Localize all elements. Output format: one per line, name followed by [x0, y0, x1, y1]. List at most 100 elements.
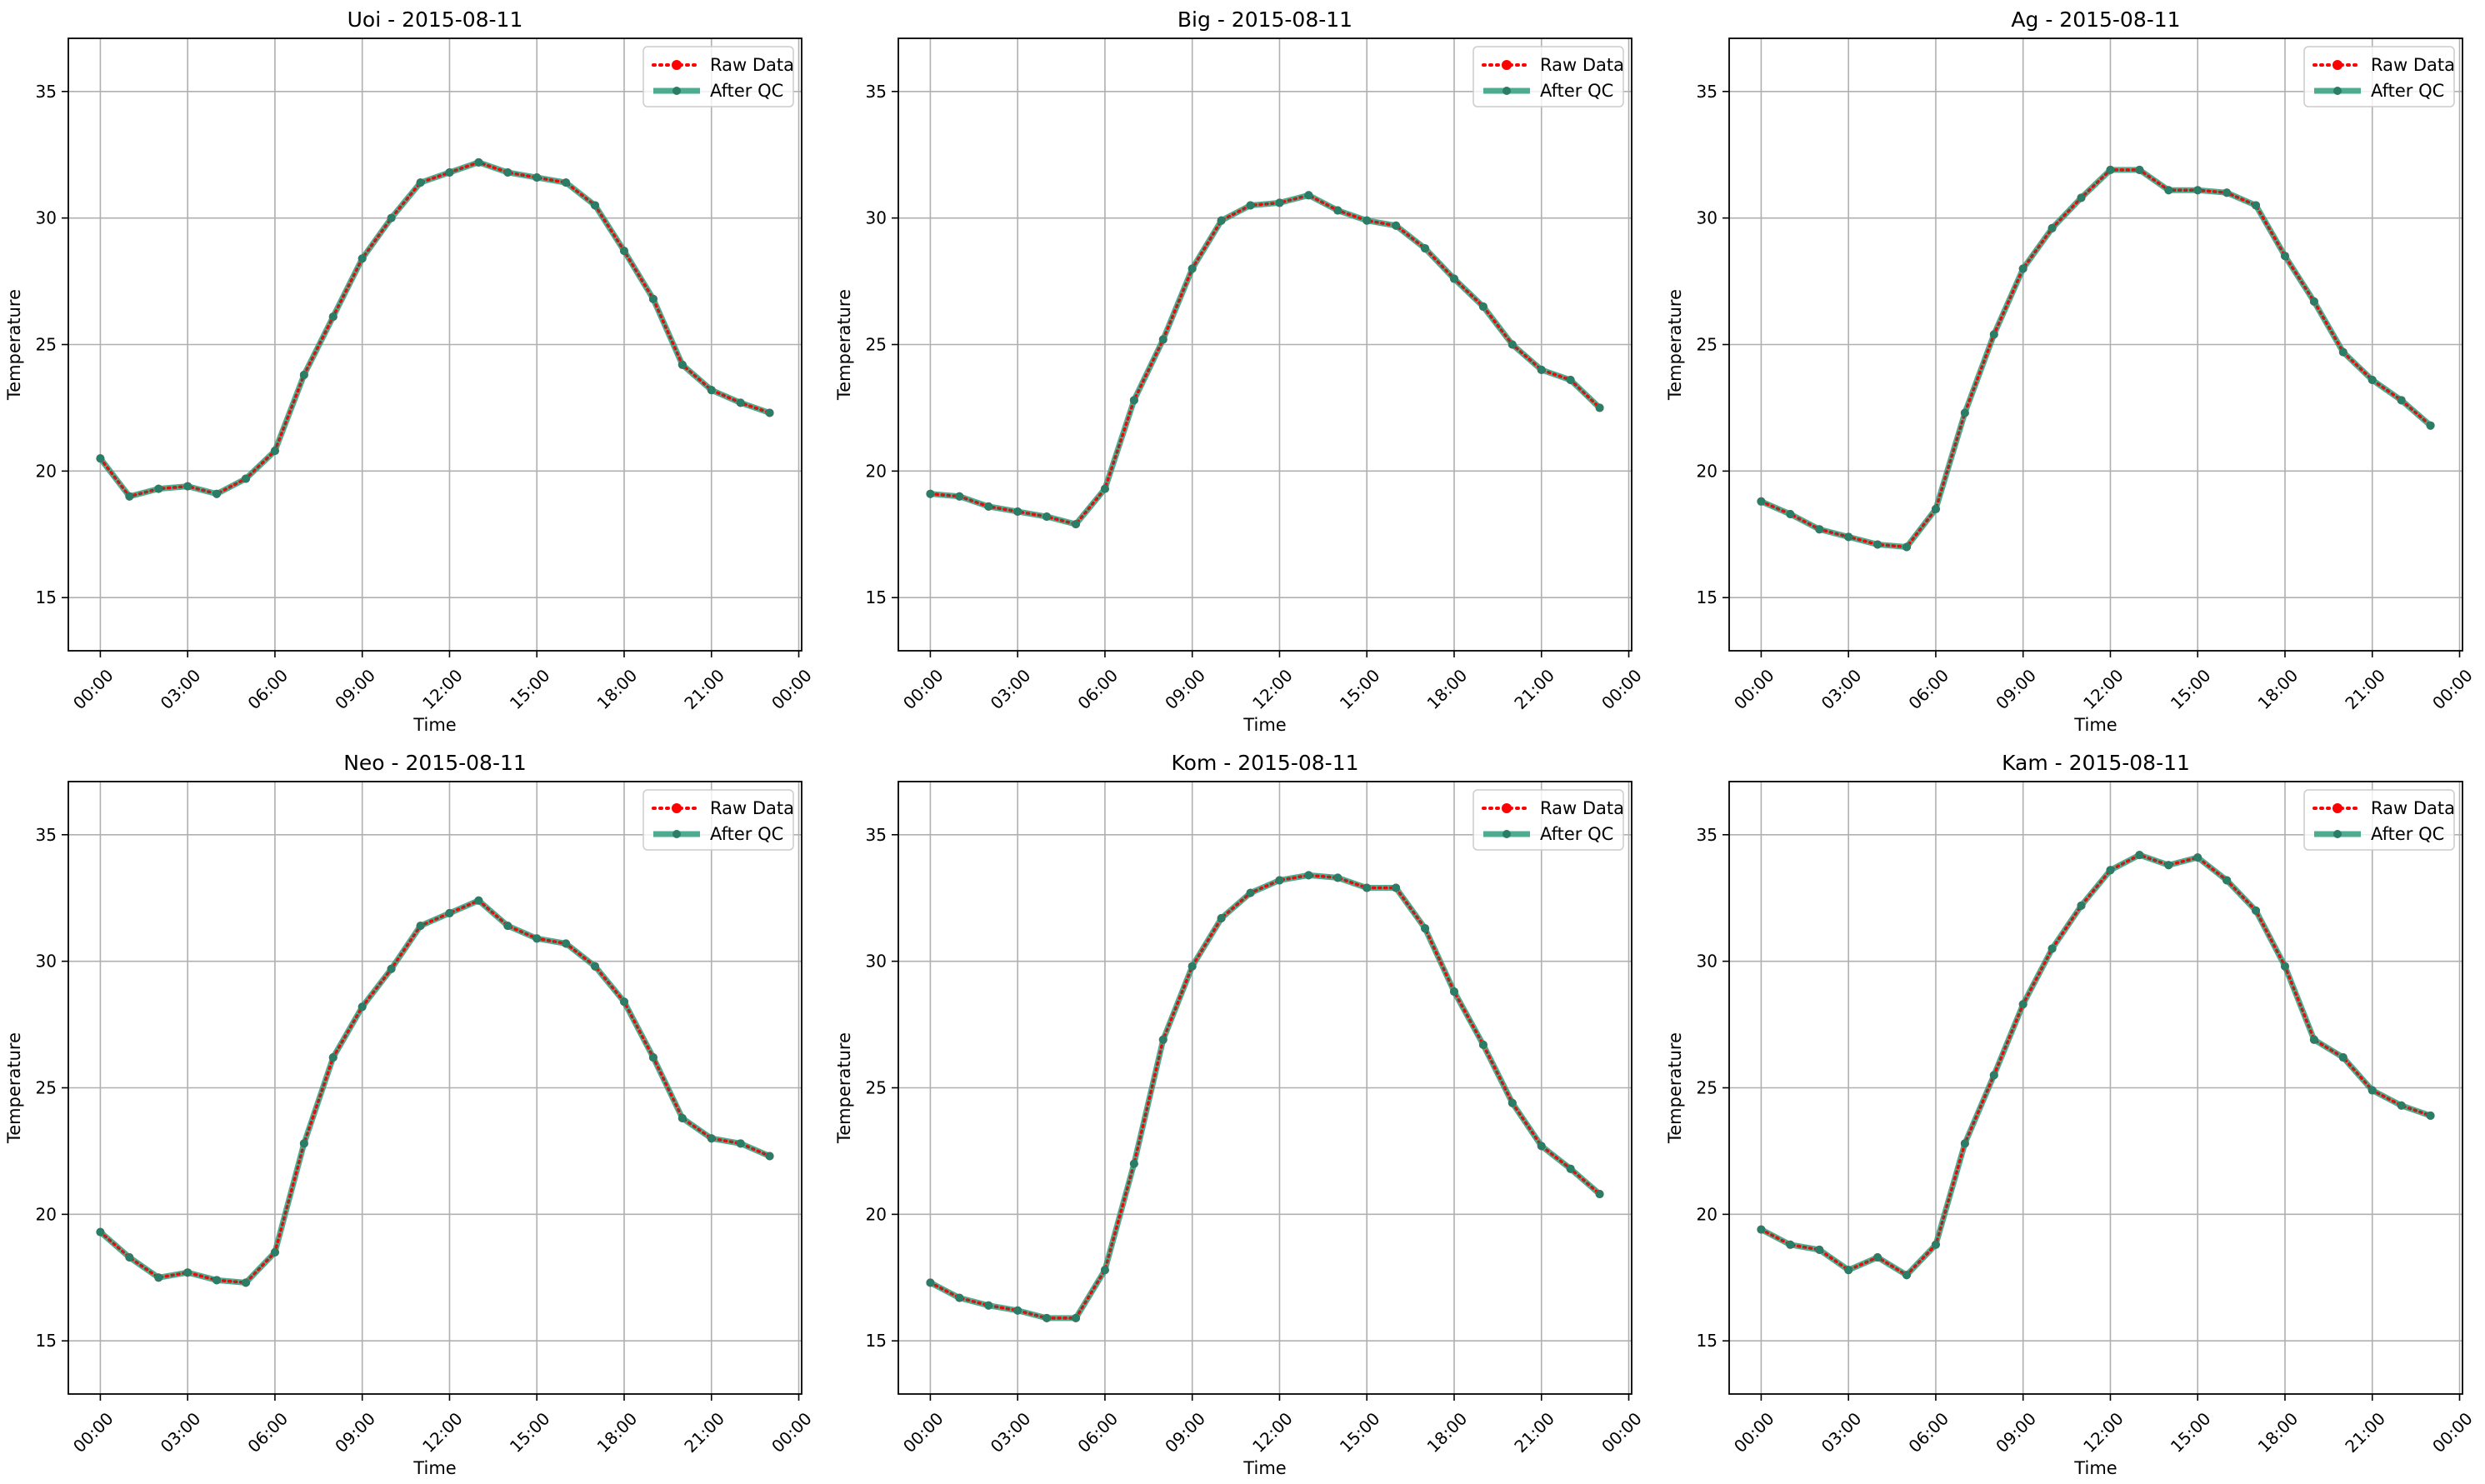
data-point-after-qc [2048, 223, 2057, 232]
data-point-after-qc [1072, 520, 1081, 529]
data-point-after-qc [1757, 497, 1766, 506]
data-point-after-qc [242, 1278, 251, 1287]
data-point-after-qc [1902, 1271, 1912, 1280]
data-point-after-qc [1421, 244, 1430, 253]
data-point-after-qc [2280, 962, 2289, 971]
data-point-after-qc [1217, 914, 1226, 923]
legend-label-after-qc: After QC [710, 81, 783, 101]
legend: Raw Data After QC [2303, 46, 2455, 107]
y-tick-label: 30 [1697, 952, 1718, 972]
chart-title: Kam - 2015-08-11 [2002, 751, 2190, 775]
legend-marker-after-qc [672, 830, 681, 838]
x-axis-label: Time [1242, 1458, 1286, 1478]
data-point-after-qc [1931, 1240, 1940, 1249]
data-point-after-qc [619, 247, 628, 256]
chart-title: Uoi - 2015-08-11 [348, 7, 523, 32]
data-point-after-qc [387, 213, 396, 222]
data-point-after-qc [1217, 216, 1226, 225]
data-point-after-qc [2338, 1053, 2348, 1062]
data-point-after-qc [1931, 504, 1940, 513]
data-point-after-qc [358, 1002, 367, 1012]
y-tick-label: 25 [36, 335, 57, 355]
data-point-after-qc [1304, 191, 1313, 200]
x-axis-label: Time [412, 715, 456, 735]
data-point-after-qc [1362, 883, 1372, 892]
data-point-after-qc [736, 1139, 745, 1148]
data-point-after-qc [1960, 408, 1969, 417]
data-point-after-qc [707, 1134, 716, 1143]
legend-label-raw: Raw Data [710, 55, 794, 75]
data-point-after-qc [1595, 1190, 1604, 1199]
data-point-after-qc [1013, 1306, 1022, 1315]
data-point-after-qc [2397, 1101, 2406, 1110]
data-point-after-qc [125, 1252, 134, 1262]
data-point-after-qc [503, 922, 512, 931]
y-tick-label: 35 [1697, 82, 1718, 102]
data-point-after-qc [270, 447, 279, 456]
data-point-after-qc [125, 492, 134, 501]
data-point-after-qc [2164, 186, 2173, 195]
data-point-after-qc [678, 1113, 687, 1122]
data-point-after-qc [926, 1278, 935, 1287]
data-point-after-qc [955, 492, 964, 501]
data-point-after-qc [1786, 509, 1795, 518]
data-point-after-qc [532, 173, 542, 182]
y-axis-label: Temperature [834, 289, 854, 401]
y-tick-label: 35 [36, 825, 57, 845]
data-point-after-qc [183, 482, 192, 491]
data-point-after-qc [1100, 1266, 1109, 1275]
y-tick-label: 25 [866, 1078, 887, 1098]
legend-marker-raw [672, 60, 682, 70]
data-point-after-qc [765, 408, 774, 417]
data-point-after-qc [1188, 264, 1197, 273]
data-point-after-qc [1478, 1040, 1488, 1049]
y-tick-label: 20 [1697, 1204, 1718, 1224]
data-point-after-qc [1566, 1164, 1575, 1173]
data-point-after-qc [532, 934, 542, 943]
data-point-after-qc [1392, 221, 1401, 230]
y-tick-label: 20 [36, 1204, 57, 1224]
data-point-after-qc [387, 964, 396, 973]
data-point-after-qc [299, 370, 308, 379]
data-point-after-qc [1275, 198, 1284, 207]
data-point-after-qc [2426, 421, 2435, 430]
data-point-after-qc [1786, 1240, 1795, 1249]
legend: Raw Data After QC [2303, 789, 2455, 851]
data-point-after-qc [1246, 201, 1255, 210]
data-point-after-qc [1508, 1098, 1517, 1107]
data-point-after-qc [562, 178, 571, 187]
y-tick-label: 25 [1697, 335, 1718, 355]
data-point-after-qc [648, 294, 658, 303]
data-point-after-qc [591, 962, 600, 971]
data-point-after-qc [1757, 1225, 1766, 1234]
data-point-after-qc [1100, 484, 1109, 493]
legend-label-raw: Raw Data [710, 798, 794, 818]
data-point-after-qc [328, 1053, 338, 1062]
data-point-after-qc [2397, 396, 2406, 405]
legend-label-after-qc: After QC [710, 824, 783, 844]
data-point-after-qc [96, 1227, 105, 1237]
data-point-after-qc [2252, 201, 2261, 210]
panel-2: 00:00 03:00 06:00 09:00 12:00 15:00 18:00 21:00… [834, 7, 1646, 735]
y-tick-label: 20 [866, 1204, 887, 1224]
y-tick-label: 20 [866, 461, 887, 481]
data-point-after-qc [736, 398, 745, 407]
legend-marker-after-qc [672, 87, 681, 95]
data-point-after-qc [926, 489, 935, 498]
data-point-after-qc [1158, 335, 1168, 344]
series-line-raw-data [928, 193, 1602, 527]
legend-label-raw: Raw Data [2371, 55, 2455, 75]
data-point-after-qc [2309, 1035, 2318, 1044]
y-axis-label: Temperature [1665, 1032, 1685, 1144]
data-point-after-qc [2252, 906, 2261, 915]
legend-label-raw: Raw Data [1540, 55, 1624, 75]
data-point-after-qc [562, 939, 571, 948]
data-point-after-qc [1537, 1142, 1546, 1151]
data-point-after-qc [984, 502, 993, 511]
data-point-after-qc [2222, 188, 2232, 197]
data-point-after-qc [1246, 888, 1255, 897]
y-tick-label: 30 [1697, 208, 1718, 228]
data-point-after-qc [445, 167, 454, 177]
legend-marker-raw [1502, 60, 1512, 70]
y-tick-label: 25 [1697, 1078, 1718, 1098]
